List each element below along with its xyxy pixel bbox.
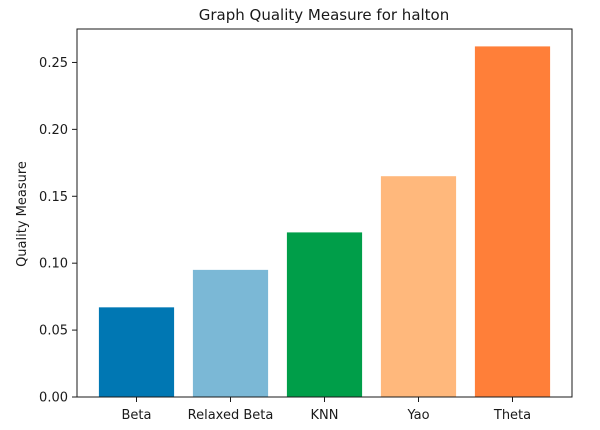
y-tick-label: 0.00	[39, 391, 68, 406]
y-tick-label: 0.25	[39, 56, 68, 71]
y-tick-label: 0.20	[39, 123, 68, 138]
bar-beta	[98, 307, 175, 397]
chart-title: Graph Quality Measure for halton	[199, 6, 450, 24]
x-ticks-group: Beta Relaxed Beta KNN Yao Theta	[122, 397, 531, 423]
y-tick-label: 0.05	[39, 324, 68, 339]
bars-group	[98, 46, 551, 398]
y-tick-label: 0.10	[39, 257, 68, 272]
plot-frame	[76, 28, 573, 398]
x-tick-label: Beta	[122, 408, 152, 423]
y-axis-label: Quality Measure	[15, 161, 30, 267]
bar-relaxed-beta	[192, 269, 269, 397]
bar-yao	[380, 176, 457, 397]
x-tick-label: Yao	[406, 408, 429, 423]
bar-knn	[286, 232, 363, 397]
bar-theta	[474, 46, 551, 398]
x-tick-label: Relaxed Beta	[188, 408, 274, 423]
y-ticks-group: 0.00 0.05 0.10 0.15 0.20 0.25	[39, 56, 77, 406]
y-tick-label: 0.15	[39, 190, 68, 205]
x-tick-label: KNN	[311, 408, 339, 423]
x-tick-label: Theta	[493, 408, 531, 423]
